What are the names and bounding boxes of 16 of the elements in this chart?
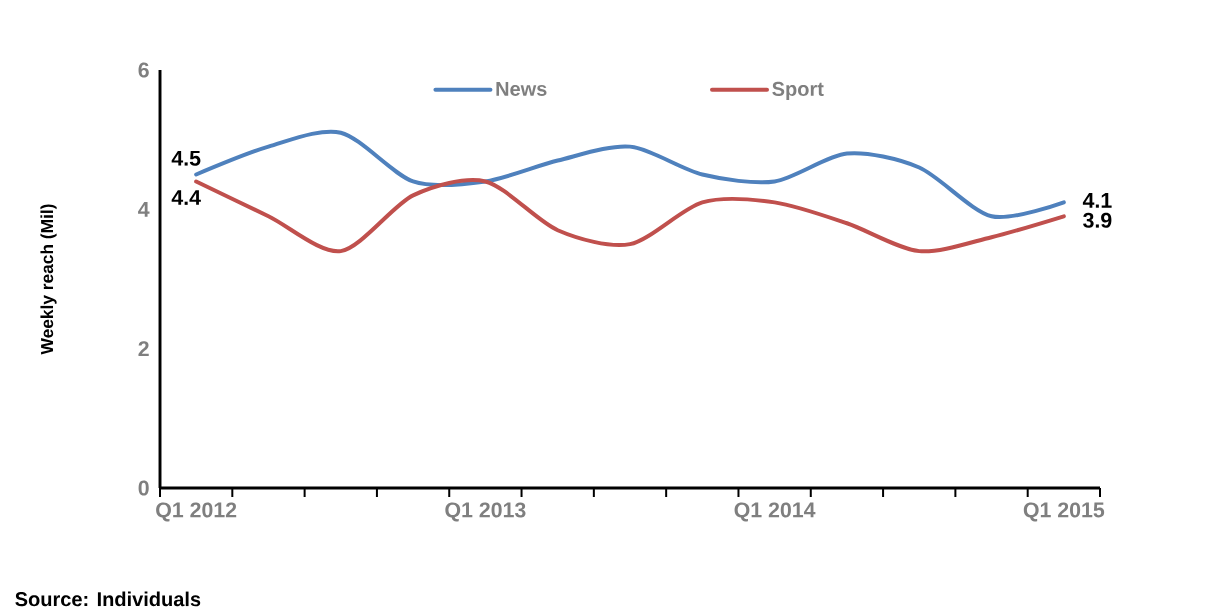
data-label: 3.9: [1083, 212, 1112, 228]
y-tick-label: 4: [138, 201, 150, 217]
data-label: 4.5: [171, 150, 201, 166]
y-axis-title: Weekly reach (Mil): [40, 204, 57, 355]
legend-label: Sport: [772, 81, 824, 100]
x-tick-label: Q1 2014: [734, 502, 816, 522]
data-label: 4.4: [171, 190, 201, 205]
y-tick-label: 2: [138, 341, 149, 357]
y-tick-label: 6: [138, 62, 149, 78]
x-tick-label: Q1 2013: [445, 502, 526, 522]
x-tick-label: Q1 2012: [156, 502, 237, 522]
source-note: Source: Individuals: [15, 591, 201, 607]
data-label: 4.1: [1082, 193, 1112, 208]
y-tick-label: 0: [138, 480, 149, 496]
legend-label: News: [496, 81, 547, 96]
x-tick-label: Q1 2015: [1023, 502, 1105, 522]
